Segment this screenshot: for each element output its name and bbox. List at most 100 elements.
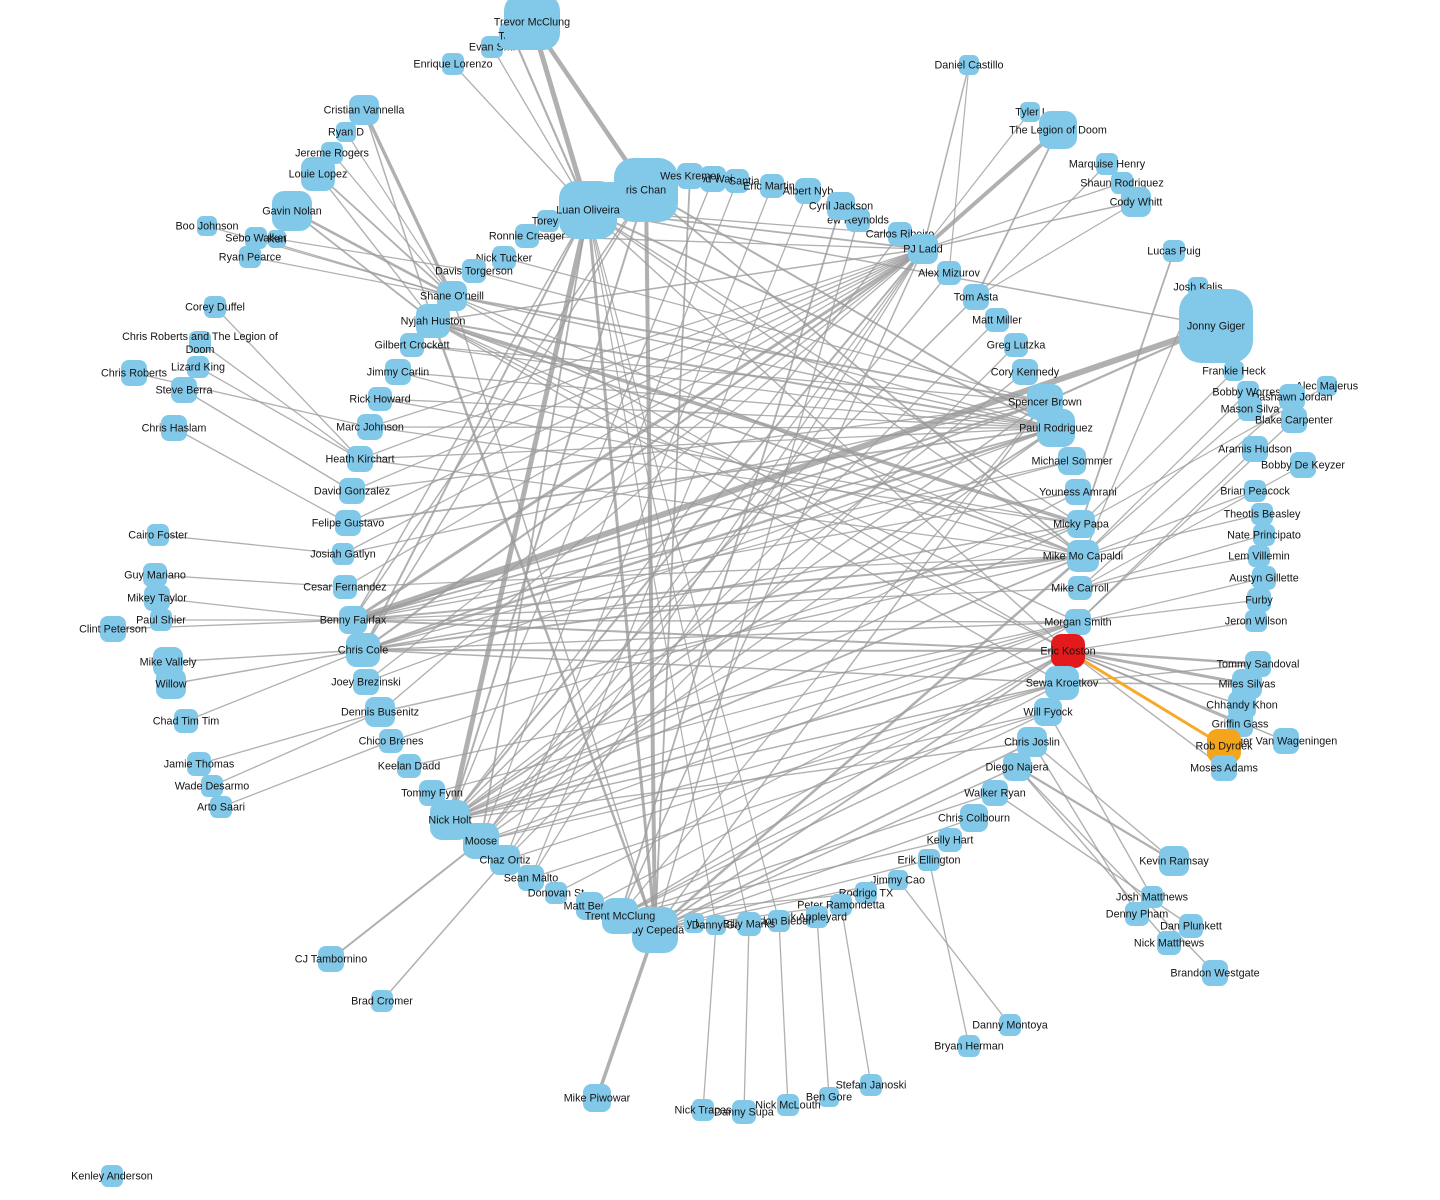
graph-node-david-gonzalez[interactable] xyxy=(339,478,365,504)
graph-node-corey-duffel[interactable] xyxy=(204,296,226,318)
graph-node-torey[interactable] xyxy=(537,210,559,232)
graph-node-frankie-heck[interactable] xyxy=(1224,361,1244,381)
graph-node-trent[interactable] xyxy=(602,898,638,934)
graph-node-cairo-foster[interactable] xyxy=(147,524,169,546)
graph-node-nick-holt[interactable] xyxy=(430,800,470,840)
graph-node-jeron-wilson[interactable] xyxy=(1245,610,1267,632)
graph-node-heath[interactable] xyxy=(347,446,373,472)
graph-node-cory-kennedy[interactable] xyxy=(1012,359,1038,385)
graph-node-chaz[interactable] xyxy=(490,845,520,875)
graph-node-nate-principato[interactable] xyxy=(1253,524,1275,546)
graph-node-joey[interactable] xyxy=(353,669,379,695)
graph-node-cesar[interactable] xyxy=(333,575,357,599)
graph-node-landon[interactable] xyxy=(768,910,790,932)
graph-node-mikey-taylor[interactable] xyxy=(144,585,170,611)
graph-node-brandon-westgate[interactable] xyxy=(1202,960,1228,986)
graph-node-morgan[interactable] xyxy=(1065,609,1091,635)
graph-node-mason-silva[interactable] xyxy=(1238,397,1262,421)
graph-node-lizard-king[interactable] xyxy=(187,356,209,378)
graph-node-ishod[interactable] xyxy=(700,166,726,192)
graph-node-denny-pham[interactable] xyxy=(1125,902,1149,926)
graph-node-dashawn-jordan[interactable] xyxy=(1279,384,1305,410)
graph-node-youness[interactable] xyxy=(1065,479,1091,505)
graph-node-stefan-janoski[interactable] xyxy=(860,1074,882,1096)
graph-node-matt-berge[interactable] xyxy=(576,892,604,920)
graph-node-mike-piwowar[interactable] xyxy=(583,1084,611,1112)
graph-node-dan-plunkett[interactable] xyxy=(1179,914,1203,938)
graph-node-kenley[interactable] xyxy=(101,1165,123,1187)
graph-node-sean-malto[interactable] xyxy=(518,865,544,891)
graph-node-chris-haslam[interactable] xyxy=(161,415,187,441)
graph-node-chris-joslin[interactable] xyxy=(1017,727,1047,757)
graph-node-rick-howard[interactable] xyxy=(368,387,392,411)
graph-node-peter-ram[interactable] xyxy=(830,894,852,916)
graph-node-matt-miller[interactable] xyxy=(985,308,1009,332)
graph-node-brian-peacock[interactable] xyxy=(1244,480,1266,502)
graph-node-rodrigo-tx[interactable] xyxy=(855,882,877,904)
graph-node-bryan-herman[interactable] xyxy=(958,1035,980,1057)
graph-node-austyn[interactable] xyxy=(1252,566,1276,590)
graph-node-iger[interactable] xyxy=(1273,728,1299,754)
graph-node-lem-villemin[interactable] xyxy=(1248,545,1270,567)
graph-node-moses-adams[interactable] xyxy=(1211,755,1237,781)
graph-node-diego[interactable] xyxy=(1003,753,1031,781)
graph-node-prod[interactable] xyxy=(1037,409,1075,447)
graph-node-carlos-ribeiro[interactable] xyxy=(888,222,912,246)
graph-node-will-fyock[interactable] xyxy=(1034,698,1062,726)
graph-node-nick-tucker[interactable] xyxy=(492,246,516,270)
graph-node-ben-gore[interactable] xyxy=(819,1087,839,1107)
graph-node-trevor-mcclung[interactable] xyxy=(504,0,560,50)
graph-node-felipe[interactable] xyxy=(335,510,361,536)
graph-node-chris-chann[interactable] xyxy=(614,158,678,222)
graph-node-josiah[interactable] xyxy=(332,543,354,565)
graph-node-evan-smi[interactable] xyxy=(481,36,503,58)
graph-node-cristian-vannella[interactable] xyxy=(349,95,379,125)
graph-node-cyril-jackson[interactable] xyxy=(827,192,855,220)
graph-node-tyler[interactable] xyxy=(1020,102,1040,122)
graph-node-paul-shier[interactable] xyxy=(150,609,172,631)
graph-node-jimmy-cao[interactable] xyxy=(888,870,908,890)
graph-node-davis-torgerson[interactable] xyxy=(462,259,486,283)
graph-node-cody-whitt[interactable] xyxy=(1121,187,1151,217)
graph-node-walker-ryan[interactable] xyxy=(982,780,1008,806)
graph-node-wade-desarmo[interactable] xyxy=(201,775,223,797)
graph-node-danny-garcia[interactable] xyxy=(706,915,726,935)
graph-node-albert-nyb[interactable] xyxy=(795,178,821,204)
graph-node-billy-marks[interactable] xyxy=(737,912,761,936)
graph-node-pj-ladd[interactable] xyxy=(908,234,938,264)
graph-node-moose[interactable] xyxy=(463,823,499,859)
graph-node-rob-dyrdek[interactable] xyxy=(1207,729,1241,763)
graph-node-tom-asta[interactable] xyxy=(963,284,989,310)
graph-node-cj[interactable] xyxy=(318,946,344,972)
graph-node-nick-mclouth[interactable] xyxy=(777,1094,799,1116)
graph-node-greg-lutzka[interactable] xyxy=(1004,333,1028,357)
graph-node-arto[interactable] xyxy=(210,796,232,818)
graph-node-chad-tim-tim[interactable] xyxy=(174,709,198,733)
graph-node-jimmy-carlin[interactable] xyxy=(385,359,411,385)
graph-node-josh-matthews[interactable] xyxy=(1141,886,1163,908)
graph-node-enrique-lorenzo[interactable] xyxy=(442,53,464,75)
graph-node-eric-martina[interactable] xyxy=(760,174,784,198)
graph-node-chris-colbourn[interactable] xyxy=(960,804,988,832)
graph-node-mike-carroll[interactable] xyxy=(1068,576,1092,600)
graph-node-gavin-nolan[interactable] xyxy=(272,191,312,231)
graph-node-chris-roberts[interactable] xyxy=(121,360,147,386)
graph-node-mark-appleyard[interactable] xyxy=(806,906,828,928)
graph-node-louie-lopez[interactable] xyxy=(301,157,335,191)
graph-node-daniel-castillo[interactable] xyxy=(959,55,979,75)
graph-node-y-l[interactable] xyxy=(684,913,704,933)
graph-node-cody[interactable] xyxy=(632,907,678,953)
graph-node-lucas-puig[interactable] xyxy=(1163,240,1185,262)
graph-node-willow[interactable] xyxy=(156,669,186,699)
graph-node-steve-berra[interactable] xyxy=(171,377,197,403)
graph-node-keelan[interactable] xyxy=(397,754,421,778)
graph-node-danny-montoya[interactable] xyxy=(999,1014,1021,1036)
graph-node-cr-legion[interactable] xyxy=(189,331,211,353)
graph-node-mike-mo[interactable] xyxy=(1067,540,1099,572)
graph-node-boo-johnson[interactable] xyxy=(197,216,217,236)
graph-node-kelly-hart[interactable] xyxy=(938,828,962,852)
graph-node-manny[interactable] xyxy=(725,169,749,193)
graph-node-bobby-dekeyzer[interactable] xyxy=(1290,452,1316,478)
graph-node-ronnie-creager[interactable] xyxy=(515,224,539,248)
